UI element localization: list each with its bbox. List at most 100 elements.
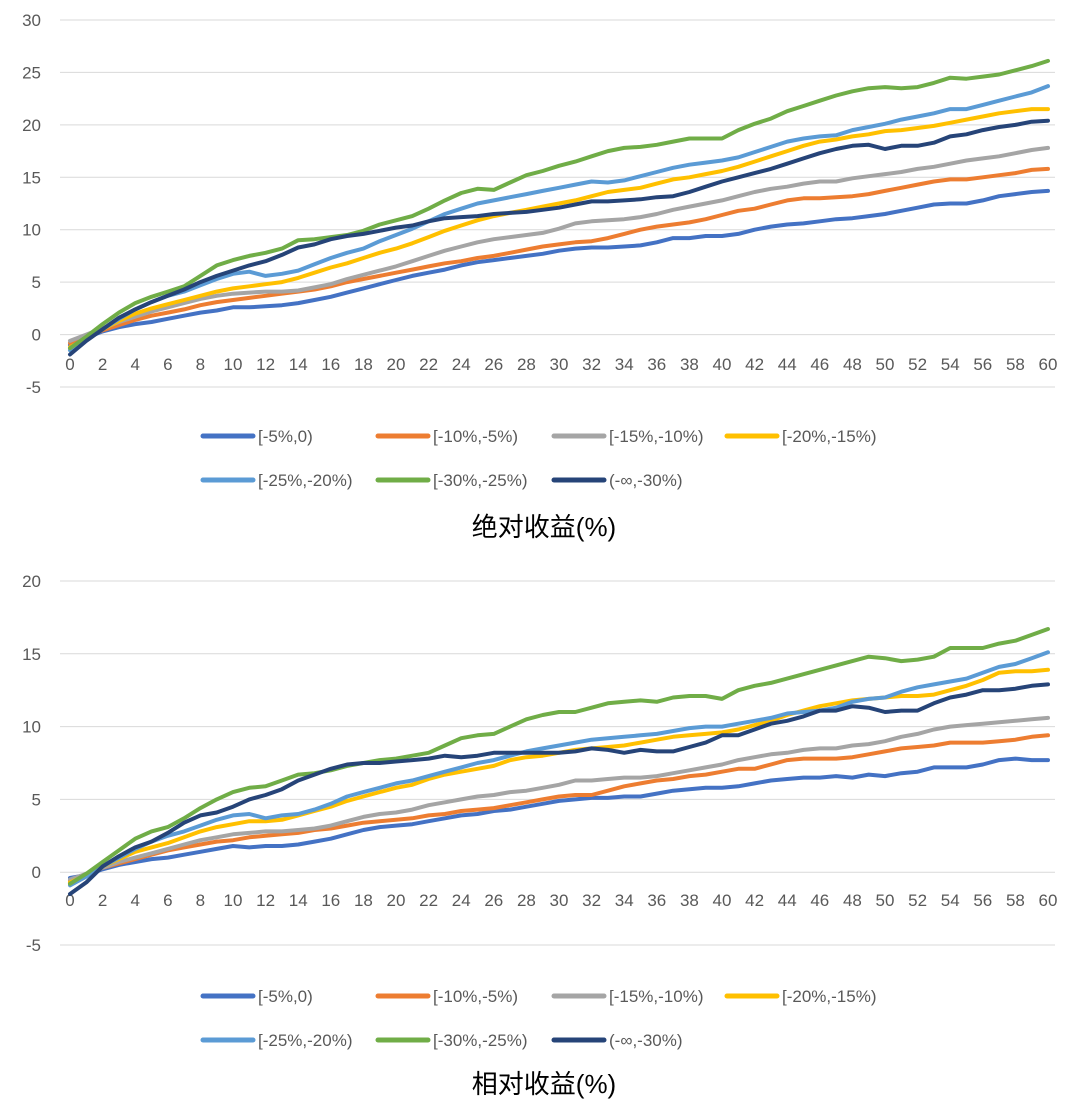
legend: [-5%,0) [-10%,-5%) [-15%,-10%) [-20%,-15%) [… <box>200 427 876 490</box>
x-tick-label: 40 <box>713 355 732 374</box>
x-tick-label: 20 <box>387 891 406 910</box>
y-axis: -5 0 5 10 15 20 25 30 <box>22 11 41 397</box>
legend-item: (-∞,-30%) <box>551 1031 683 1050</box>
series-line-0 <box>68 188 1050 348</box>
x-tick-label: 42 <box>745 355 764 374</box>
legend-item: [-5%,0) <box>200 427 313 446</box>
legend-item: [-30%,-25%) <box>375 1031 527 1050</box>
x-tick-label: 34 <box>615 891 634 910</box>
x-tick-label: 18 <box>354 355 373 374</box>
x-tick-label: 32 <box>582 355 601 374</box>
y-tick-label: -5 <box>26 378 41 397</box>
legend-label: [-20%,-15%) <box>782 987 876 1006</box>
series-line-1 <box>68 166 1050 345</box>
legend-label: [-5%,0) <box>258 987 313 1006</box>
x-tick-label: 8 <box>196 355 205 374</box>
x-tick-label: 48 <box>843 891 862 910</box>
series-line-4 <box>68 650 1050 888</box>
gridlines <box>60 19 1055 388</box>
x-tick-label: 10 <box>224 355 243 374</box>
x-tick-label: 42 <box>745 891 764 910</box>
legend: [-5%,0) [-10%,-5%) [-15%,-10%) [-20%,-15%) [… <box>200 987 876 1050</box>
x-tick-label: 50 <box>876 355 895 374</box>
y-tick-label: 30 <box>22 11 41 30</box>
legend-label: [-25%,-20%) <box>258 1031 352 1050</box>
legend-label: (-∞,-30%) <box>609 471 683 490</box>
chart-title: 相对收益(%) <box>472 1069 616 1099</box>
x-tick-label: 28 <box>517 891 536 910</box>
y-tick-label: 5 <box>32 273 41 292</box>
series-line-4 <box>68 84 1050 353</box>
y-tick-label: 5 <box>32 790 41 809</box>
legend-item: [-10%,-5%) <box>375 987 518 1006</box>
x-tick-label: 8 <box>196 891 205 910</box>
legend-label: [-30%,-25%) <box>433 1031 527 1050</box>
x-tick-label: 0 <box>65 355 74 374</box>
legend-item: (-∞,-30%) <box>551 471 683 490</box>
legend-item: [-25%,-20%) <box>200 471 352 490</box>
x-tick-label: 26 <box>484 355 503 374</box>
x-tick-label: 14 <box>289 355 308 374</box>
x-tick-label: 54 <box>941 355 960 374</box>
y-tick-label: 25 <box>22 63 41 82</box>
x-tick-label: 16 <box>321 891 340 910</box>
legend-item: [-5%,0) <box>200 987 313 1006</box>
legend-item: [-25%,-20%) <box>200 1031 352 1050</box>
legend-item: [-10%,-5%) <box>375 427 518 446</box>
y-tick-label: 20 <box>22 572 41 591</box>
x-tick-label: 58 <box>1006 355 1025 374</box>
x-tick-label: 40 <box>713 891 732 910</box>
legend-item: [-20%,-15%) <box>724 427 876 446</box>
y-tick-label: 0 <box>32 326 41 345</box>
x-tick-label: 22 <box>419 891 438 910</box>
legend-label: [-25%,-20%) <box>258 471 352 490</box>
x-tick-label: 56 <box>973 355 992 374</box>
x-tick-label: 22 <box>419 355 438 374</box>
x-tick-label: 0 <box>65 891 74 910</box>
y-tick-label: 15 <box>22 645 41 664</box>
x-tick-label: 54 <box>941 891 960 910</box>
x-tick-label: 26 <box>484 891 503 910</box>
x-tick-label: 24 <box>452 355 471 374</box>
x-tick-label: 46 <box>810 891 829 910</box>
series-lines <box>68 58 1050 357</box>
x-tick-label: 60 <box>1039 891 1058 910</box>
x-tick-label: 6 <box>163 891 172 910</box>
series-lines <box>68 627 1050 896</box>
legend-label: [-20%,-15%) <box>782 427 876 446</box>
x-tick-label: 36 <box>647 891 666 910</box>
x-tick-label: 50 <box>876 891 895 910</box>
legend-label: [-10%,-5%) <box>433 987 518 1006</box>
y-tick-label: 15 <box>22 168 41 187</box>
x-tick-label: 6 <box>163 355 172 374</box>
x-tick-label: 46 <box>810 355 829 374</box>
series-line-3 <box>68 107 1050 350</box>
x-tick-label: 44 <box>778 891 797 910</box>
series-line-6 <box>68 118 1050 357</box>
x-tick-label: 52 <box>908 355 927 374</box>
legend-label: [-15%,-10%) <box>609 987 703 1006</box>
x-tick-label: 12 <box>256 355 275 374</box>
x-tick-label: 52 <box>908 891 927 910</box>
x-tick-label: 10 <box>224 891 243 910</box>
x-tick-label: 2 <box>98 891 107 910</box>
x-tick-label: 16 <box>321 355 340 374</box>
legend-item: [-15%,-10%) <box>551 987 703 1006</box>
series-line-1 <box>68 733 1050 883</box>
legend-item: [-30%,-25%) <box>375 471 527 490</box>
y-tick-label: 10 <box>22 221 41 240</box>
series-line-5 <box>68 627 1050 886</box>
legend-label: [-15%,-10%) <box>609 427 703 446</box>
x-tick-label: 28 <box>517 355 536 374</box>
x-tick-label: 58 <box>1006 891 1025 910</box>
x-axis: 0 2 4 6 8 10 12 14 16 18 20 22 24 26 28 30 32 34 36 38 40 42 4… <box>65 355 1057 374</box>
series-line-5 <box>68 58 1050 351</box>
x-tick-label: 38 <box>680 355 699 374</box>
x-tick-label: 48 <box>843 355 862 374</box>
x-tick-label: 30 <box>550 355 569 374</box>
x-tick-label: 4 <box>130 891 139 910</box>
series-line-2 <box>68 145 1050 343</box>
legend-item: [-20%,-15%) <box>724 987 876 1006</box>
x-tick-label: 38 <box>680 891 699 910</box>
